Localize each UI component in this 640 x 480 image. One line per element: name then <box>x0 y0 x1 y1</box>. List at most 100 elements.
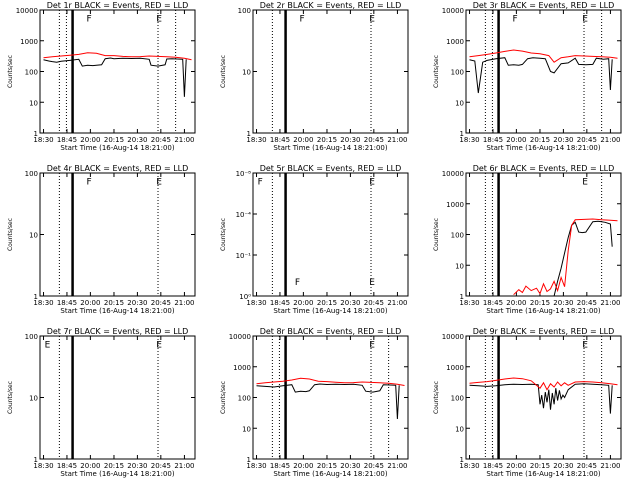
x-axis-label: Start Time (16-Aug-14 18:21:00) <box>486 307 600 315</box>
x-tick-label: 20:15 <box>317 299 337 307</box>
y-tick-label: 1 <box>460 456 464 464</box>
x-axis-label: Start Time (16-Aug-14 18:21:00) <box>486 144 600 152</box>
annotation-letter: E <box>369 177 375 187</box>
x-tick-label: 20:15 <box>104 462 124 470</box>
events-series-line <box>256 383 400 420</box>
y-axis-label: Counts/sec <box>433 55 440 88</box>
lld-series-line <box>469 377 618 391</box>
y-tick-label: 10 <box>242 69 251 77</box>
x-tick-label: 18:30 <box>246 299 266 307</box>
x-tick-label: 20:30 <box>553 299 573 307</box>
x-tick-label: 20:30 <box>553 462 573 470</box>
x-tick-label: 20:45 <box>151 136 171 144</box>
y-tick-label: 10 <box>455 99 464 107</box>
x-tick-label: 21:00 <box>600 136 620 144</box>
x-tick-label: 21:00 <box>387 136 407 144</box>
y-tick-label: 100 <box>238 395 251 403</box>
x-tick-label: 20:45 <box>577 462 597 470</box>
x-tick-label: 20:30 <box>127 299 147 307</box>
y-axis-label: Counts/sec <box>7 381 14 414</box>
y-axis-label: Counts/sec <box>433 381 440 414</box>
x-tick-label: 18:45 <box>483 299 503 307</box>
x-tick-label: 20:15 <box>530 136 550 144</box>
x-tick-label: 20:00 <box>506 136 526 144</box>
y-tick-label: 10⁻⁸ <box>236 170 252 178</box>
x-tick-label: 20:45 <box>577 136 597 144</box>
x-tick-label: 18:30 <box>33 299 53 307</box>
annotation-letter: F <box>295 278 300 288</box>
y-tick-label: 10000 <box>442 7 464 15</box>
events-series-line <box>553 220 613 297</box>
events-series-line <box>469 383 613 414</box>
x-tick-label: 18:30 <box>246 136 266 144</box>
x-tick-label: 18:45 <box>270 299 290 307</box>
y-axis-label: Counts/sec <box>7 218 14 251</box>
x-tick-label: 21:00 <box>174 136 194 144</box>
y-tick-label: 100 <box>25 333 38 341</box>
chart-panel-6: Det 6r BLACK = Events, RED = LLD 10000 100… <box>433 164 622 315</box>
y-tick-label: 1000 <box>446 364 464 372</box>
y-tick-label: 10 <box>29 99 38 107</box>
chart-panel-5: Det 5r BLACK = Events, RED = LLD 10⁻⁸ 10⁻⁴… <box>220 164 409 315</box>
x-axis-label: Start Time (16-Aug-14 18:21:00) <box>60 470 174 478</box>
y-tick-label: 10⁻⁴ <box>236 211 252 219</box>
x-tick-label: 18:30 <box>459 136 479 144</box>
x-tick-label: 21:00 <box>174 299 194 307</box>
plot-frame <box>252 9 409 134</box>
x-tick-label: 20:30 <box>127 462 147 470</box>
annotation-letter: E <box>369 340 375 350</box>
x-tick-label: 20:15 <box>317 136 337 144</box>
x-tick-label: 20:45 <box>364 136 384 144</box>
chart-title: Det 6r BLACK = Events, RED = LLD <box>473 164 615 173</box>
x-axis-label: Start Time (16-Aug-14 18:21:00) <box>273 144 387 152</box>
x-tick-label: 20:30 <box>553 136 573 144</box>
y-tick-label: 100 <box>451 232 464 240</box>
x-tick-label: 20:15 <box>530 299 550 307</box>
chart-title: Det 2r BLACK = Events, RED = LLD <box>260 1 402 10</box>
y-tick-label: 1 <box>247 130 251 138</box>
lld-series-line <box>256 377 405 386</box>
y-tick-label: 1000 <box>446 201 464 209</box>
x-tick-label: 18:30 <box>33 136 53 144</box>
x-tick-label: 18:30 <box>459 299 479 307</box>
chart-title: Det 7r BLACK = Events, RED = LLD <box>47 327 189 336</box>
chart-panel-2: Det 2r BLACK = Events, RED = LLD 100 10 1 Co… <box>220 1 409 152</box>
annotation-letter: E <box>582 14 588 24</box>
annotation-letter: E <box>156 177 162 187</box>
x-tick-label: 21:00 <box>387 462 407 470</box>
chart-title: Det 3r BLACK = Events, RED = LLD <box>473 1 615 10</box>
plot-frame <box>252 335 409 460</box>
y-tick-label: 10 <box>29 232 38 240</box>
y-tick-label: 1000 <box>446 38 464 46</box>
x-tick-label: 20:00 <box>80 462 100 470</box>
annotation-letter: E <box>156 340 162 350</box>
annotation-letter: F <box>513 14 518 24</box>
y-tick-label: 1 <box>34 293 38 301</box>
chart-panel-8: Det 8r BLACK = Events, RED = LLD 10000 100… <box>220 327 409 478</box>
x-tick-label: 18:30 <box>33 462 53 470</box>
annotation-letter: E <box>369 14 375 24</box>
y-axis-label: Counts/sec <box>433 218 440 251</box>
plot-frame <box>465 172 622 297</box>
annotation-letter: E <box>156 14 162 24</box>
y-tick-label: 10 <box>455 262 464 270</box>
y-tick-label: 1000 <box>20 38 38 46</box>
y-tick-label: 10 <box>29 395 38 403</box>
x-tick-label: 20:00 <box>80 136 100 144</box>
y-tick-label: 100 <box>25 69 38 77</box>
chart-title: Det 5r BLACK = Events, RED = LLD <box>260 164 402 173</box>
x-tick-label: 20:45 <box>364 299 384 307</box>
x-axis-label: Start Time (16-Aug-14 18:21:00) <box>60 307 174 315</box>
y-tick-label: 10⁰ <box>239 293 251 301</box>
chart-title: Det 8r BLACK = Events, RED = LLD <box>260 327 402 336</box>
y-tick-label: 1000 <box>233 364 251 372</box>
chart-panel-7: Det 7r BLACK = Events, RED = LLD 100 10 1 Co… <box>7 327 196 478</box>
x-tick-label: 20:45 <box>151 299 171 307</box>
plot-frame <box>39 172 196 297</box>
x-axis-label: Start Time (16-Aug-14 18:21:00) <box>273 307 387 315</box>
events-series-line <box>43 57 187 97</box>
y-tick-label: 100 <box>238 7 251 15</box>
x-tick-label: 18:45 <box>483 136 503 144</box>
x-tick-label: 20:15 <box>104 299 124 307</box>
events-series-line <box>469 57 613 94</box>
